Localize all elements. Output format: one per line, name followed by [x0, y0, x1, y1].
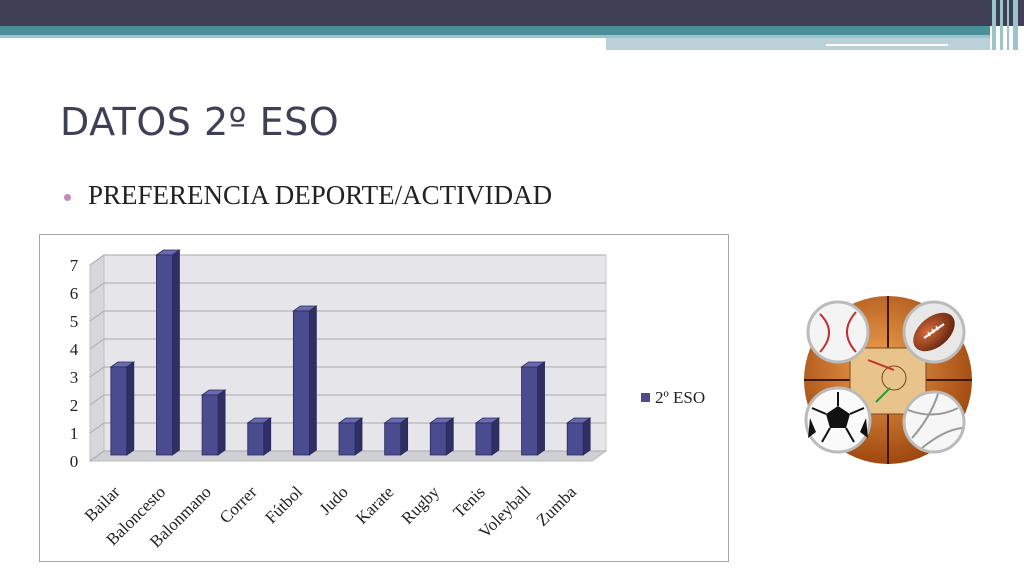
chart-legend: 2º ESO: [641, 388, 705, 407]
slide-title: DATOS 2º ESO: [60, 100, 340, 144]
bar-judo: [337, 417, 364, 456]
sports-balls-icon: [804, 296, 972, 464]
bar-zumba: [565, 417, 592, 456]
bar-bailar: [109, 361, 136, 456]
y-tick-label: 3: [70, 368, 79, 387]
bar-karate: [383, 417, 409, 456]
bar-fútbol: [292, 305, 318, 456]
y-tick-label: 1: [70, 424, 79, 443]
accent-stripe: [606, 38, 990, 50]
bar-tenis: [474, 417, 501, 456]
x-tick-label: Rugby: [398, 482, 444, 528]
decorative-lines: [990, 0, 1024, 50]
legend-label: 2º ESO: [655, 388, 705, 407]
x-tick-label: Karate: [352, 482, 397, 527]
gridline-side: [89, 338, 105, 350]
x-tick-label: Bailar: [81, 482, 124, 525]
x-tick-label: Zumba: [533, 482, 581, 530]
gridline-side: [89, 254, 105, 266]
x-tick-label: Judo: [316, 482, 352, 518]
gridline-side: [89, 422, 105, 434]
gridline-side: [89, 394, 105, 406]
top-banner: [0, 0, 1024, 26]
bar-rugby: [429, 417, 455, 456]
x-tick-label: Correr: [216, 482, 261, 527]
bar-chart: 0 1 2 3 4 5 6 7 Bailar Baloncesto Balonmano Correr F…: [39, 234, 729, 562]
bar-balonmano: [200, 389, 227, 456]
accent-highlight: [826, 44, 948, 46]
y-tick-label: 7: [70, 256, 79, 275]
teal-stripe: [0, 26, 990, 35]
y-tick-label: 4: [70, 340, 79, 359]
bullet-dot: [64, 194, 71, 201]
bar-correr: [246, 417, 272, 456]
gridline-side: [89, 282, 105, 294]
legend-swatch: [641, 393, 650, 402]
x-tick-label: Fútbol: [261, 482, 306, 527]
gridline-side: [89, 366, 105, 378]
light-stripe: [0, 35, 990, 38]
gridline-side: [89, 450, 105, 462]
y-tick-label: 0: [70, 452, 79, 471]
gridline-side: [89, 310, 105, 322]
plot-side-wall: [89, 254, 105, 462]
y-tick-label: 6: [70, 284, 79, 303]
y-tick-label: 2: [70, 396, 79, 415]
bar-baloncesto: [155, 249, 181, 456]
x-tick-label: Tenis: [449, 482, 488, 521]
y-tick-label: 5: [70, 312, 79, 331]
slide-bullet-text: PREFERENCIA DEPORTE/ACTIVIDAD: [88, 180, 553, 210]
bar-voleyball: [520, 361, 546, 456]
